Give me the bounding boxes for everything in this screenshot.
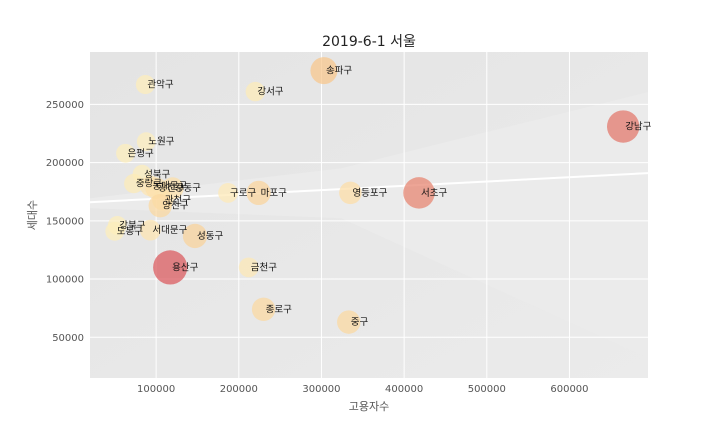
point-label: 강서구 [257, 87, 283, 98]
point-label: 양천구 [162, 201, 188, 212]
chart-title: 2019-6-1 서울 [322, 34, 416, 50]
point-label: 중구 [351, 317, 369, 328]
point-label: 용산구 [172, 262, 198, 273]
bubble-point [607, 110, 640, 143]
point-label: 관악구 [147, 79, 173, 91]
y-tick-label: 250000 [46, 100, 84, 111]
point-label: 노원구 [148, 137, 174, 148]
point-label: 은평구 [128, 148, 154, 159]
x-axis-ticks: 100000 200000 300000 400000 500000 600000 [137, 384, 589, 395]
y-tick-label: 100000 [46, 275, 84, 286]
y-tick-label: 50000 [52, 333, 84, 344]
bubble-point [153, 250, 188, 285]
bubble-point [310, 57, 338, 85]
x-tick-label: 200000 [220, 384, 258, 395]
point-label: 마포구 [261, 188, 287, 199]
bubble-point [105, 221, 125, 241]
x-tick-label: 300000 [302, 384, 340, 395]
trend-line [89, 172, 649, 204]
point-label: 종로구 [266, 304, 292, 315]
x-tick-label: 600000 [550, 384, 588, 395]
bubble-point [337, 310, 361, 334]
y-axis-title: 세대수 [26, 200, 39, 230]
point-label: 송파구 [326, 66, 352, 77]
bubble-point [339, 181, 362, 205]
bubble-point [218, 182, 238, 203]
point-label: 구로구 [230, 188, 256, 199]
point-label: 성북구 [144, 169, 170, 180]
bubble-point [246, 180, 271, 206]
bubble-point [124, 173, 144, 194]
point-label: 중랑구 [136, 178, 162, 190]
bubble-point [245, 81, 266, 102]
bubble-point [116, 143, 135, 163]
point-label: 영등포구 [352, 188, 387, 199]
bubble-point [139, 219, 161, 241]
point-label: 광진구 [158, 182, 184, 194]
y-tick-label: 150000 [46, 216, 84, 227]
point-label: 금천구 [251, 262, 277, 273]
point-label: 서초구 [421, 188, 447, 199]
point-label: 강동구 [175, 183, 201, 194]
bubble-point [238, 257, 259, 278]
trend-band [90, 92, 648, 358]
x-axis-title: 고용자수 [349, 400, 389, 413]
bubble-point [251, 297, 276, 322]
x-tick-label: 100000 [137, 384, 175, 395]
point-label: 강남구 [625, 122, 651, 133]
point-label: 강북구 [119, 220, 145, 231]
point-label: 성동구 [197, 231, 223, 242]
bubble-layer [105, 57, 640, 334]
bubble-point [136, 132, 156, 152]
x-tick-label: 400000 [385, 384, 423, 395]
bubble-point [182, 223, 208, 249]
point-label: 서대문구 [152, 225, 187, 236]
bubble-point [148, 193, 172, 218]
point-label: 도봉구 [117, 226, 143, 237]
bubble-point [135, 75, 155, 95]
point-label: 관천구 [165, 195, 191, 206]
x-tick-label: 500000 [468, 384, 506, 395]
y-tick-label: 200000 [46, 158, 84, 169]
y-axis-ticks: 50000 100000 150000 200000 250000 [46, 100, 84, 344]
bubble-point [403, 177, 435, 209]
point-label: 동대문구 [152, 181, 187, 192]
